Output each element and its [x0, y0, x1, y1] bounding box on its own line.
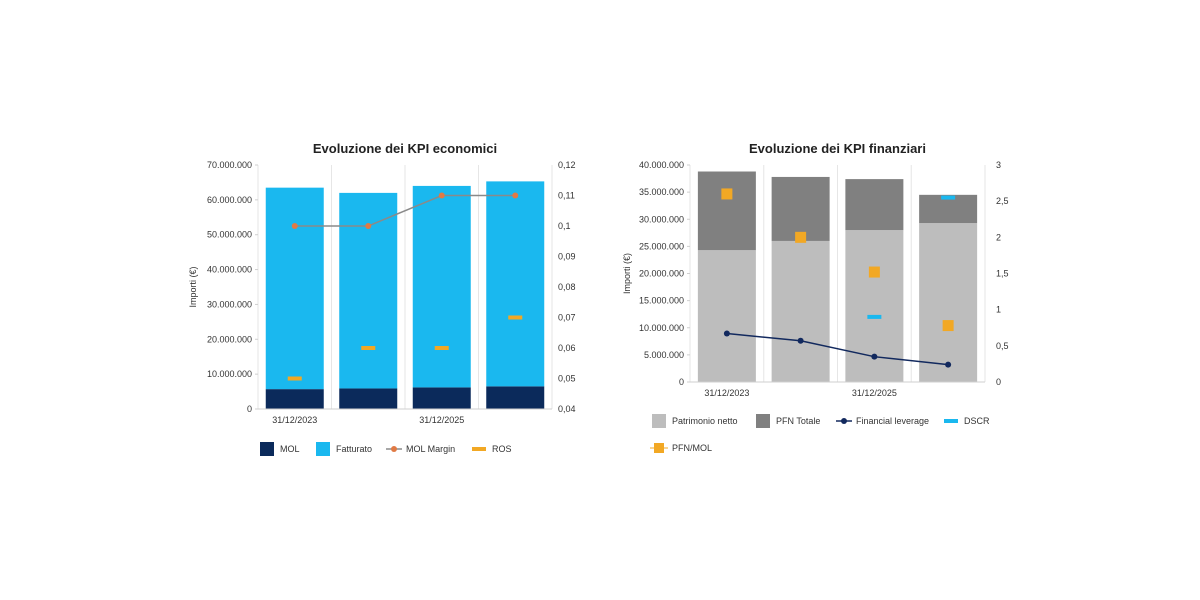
marker-dscr [941, 195, 956, 200]
legend-label-ros: ROS [492, 444, 512, 454]
bar-mol [339, 388, 398, 409]
legend-marker-financial-leverage [841, 418, 847, 424]
y2-tick-label: 0,12 [558, 160, 576, 170]
y-tick-label: 5.000.000 [644, 350, 684, 360]
marker-ros [434, 346, 449, 350]
chart-title: Evoluzione dei KPI finanziari [749, 141, 926, 156]
bar-fatturato [339, 192, 398, 389]
y2-tick-label: 2 [996, 232, 1001, 242]
bar-mol [486, 386, 545, 409]
legend-swatch-ros [472, 447, 486, 451]
point-financial-leverage [723, 330, 730, 337]
point-mol-margin [365, 223, 372, 229]
y2-tick-label: 0,08 [558, 282, 576, 292]
bar-patrimonio-netto [697, 250, 756, 382]
kpi-economici-chart: Evoluzione dei KPI economici Importi (€) 0… [188, 141, 576, 456]
x-tick-label: 31/12/2025 [852, 388, 897, 398]
legend-swatch-mol [260, 442, 274, 456]
marker-dscr [867, 314, 882, 319]
y-tick-label: 50.000.000 [207, 230, 252, 240]
bar-fatturato [412, 185, 471, 388]
bar-mol [412, 387, 471, 409]
x-tick-label: 31/12/2023 [704, 388, 749, 398]
bar-patrimonio-netto [919, 223, 978, 382]
line-mol-margin [294, 194, 516, 227]
kpi-finanziari-chart: Evoluzione dei KPI finanziari Importi (€)… [622, 141, 1009, 453]
y2-tick-label: 0,04 [558, 404, 576, 414]
bar-mol [265, 389, 324, 409]
bar-fatturato [265, 187, 324, 390]
legend-swatch-fatturato [316, 442, 330, 456]
x-tick-label: 31/12/2025 [419, 415, 464, 425]
line-financial-leverage [726, 332, 949, 366]
marker-pfn-mol [795, 231, 807, 243]
bar-pfn-totale [697, 171, 756, 251]
legend-label-fatturato: Fatturato [336, 444, 372, 454]
x-tick-label: 31/12/2023 [272, 415, 317, 425]
point-financial-leverage [797, 337, 804, 344]
legend-label-mol: MOL [280, 444, 300, 454]
bar-patrimonio-netto [771, 240, 830, 382]
y-tick-label: 10.000.000 [639, 323, 684, 333]
marker-pfn-mol [721, 188, 733, 200]
bar-pfn-totale [845, 179, 904, 231]
y2-tick-label: 0,5 [996, 341, 1009, 351]
y2-tick-label: 0,05 [558, 374, 576, 384]
bar-pfn-totale [771, 176, 830, 241]
y-tick-label: 0 [679, 377, 684, 387]
y-tick-label: 0 [247, 404, 252, 414]
legend-swatch-pfn-totale [756, 414, 770, 428]
marker-pfn-mol [868, 266, 880, 278]
marker-ros [508, 315, 523, 320]
point-mol-margin [438, 192, 445, 199]
legend-swatch-patrimonio-netto [652, 414, 666, 428]
y2-tick-label: 0,07 [558, 313, 576, 323]
chart-title: Evoluzione dei KPI economici [313, 141, 497, 156]
y2-tick-label: 0,1 [558, 221, 571, 231]
marker-ros [361, 346, 376, 350]
y2-tick-label: 0,11 [558, 191, 575, 201]
y2-tick-label: 3 [996, 160, 1001, 170]
y-tick-label: 30.000.000 [639, 214, 684, 224]
legend-swatch-dscr [944, 419, 958, 423]
point-mol-margin [291, 223, 298, 229]
y-tick-label: 40.000.000 [207, 265, 252, 275]
point-mol-margin [512, 192, 519, 199]
legend-label-pfn-totale: PFN Totale [776, 416, 820, 426]
y-tick-label: 25.000.000 [639, 241, 684, 251]
legend-marker-mol-margin [391, 446, 397, 452]
y-axis-label: Importi (€) [188, 266, 198, 307]
y2-tick-label: 1 [996, 305, 1001, 315]
point-financial-leverage [945, 361, 952, 368]
y-tick-label: 70.000.000 [207, 160, 252, 170]
y-axis-label: Importi (€) [622, 253, 632, 294]
y2-tick-label: 2,5 [996, 196, 1009, 206]
marker-ros [287, 376, 302, 381]
y-tick-label: 35.000.000 [639, 187, 684, 197]
legend-label-mol-margin: MOL Margin [406, 444, 455, 454]
y2-tick-label: 0 [996, 377, 1001, 387]
y-tick-label: 40.000.000 [639, 160, 684, 170]
legend-label-pfn-mol: PFN/MOL [672, 443, 712, 453]
legend-label-patrimonio-netto: Patrimonio netto [672, 416, 738, 426]
point-financial-leverage [871, 353, 878, 360]
y-tick-label: 60.000.000 [207, 195, 252, 205]
y2-tick-label: 0,09 [558, 252, 576, 262]
y2-tick-label: 0,06 [558, 343, 576, 353]
bar-fatturato [486, 181, 545, 387]
y2-tick-label: 1,5 [996, 269, 1009, 279]
y-tick-label: 20.000.000 [207, 334, 252, 344]
y-tick-label: 30.000.000 [207, 299, 252, 309]
y-tick-label: 10.000.000 [207, 369, 252, 379]
marker-pfn-mol [942, 320, 954, 332]
y-tick-label: 20.000.000 [639, 269, 684, 279]
y-tick-label: 15.000.000 [639, 296, 684, 306]
legend-swatch-pfn-mol [654, 443, 664, 453]
legend-label-financial-leverage: Financial leverage [856, 416, 929, 426]
legend-label-dscr: DSCR [964, 416, 990, 426]
